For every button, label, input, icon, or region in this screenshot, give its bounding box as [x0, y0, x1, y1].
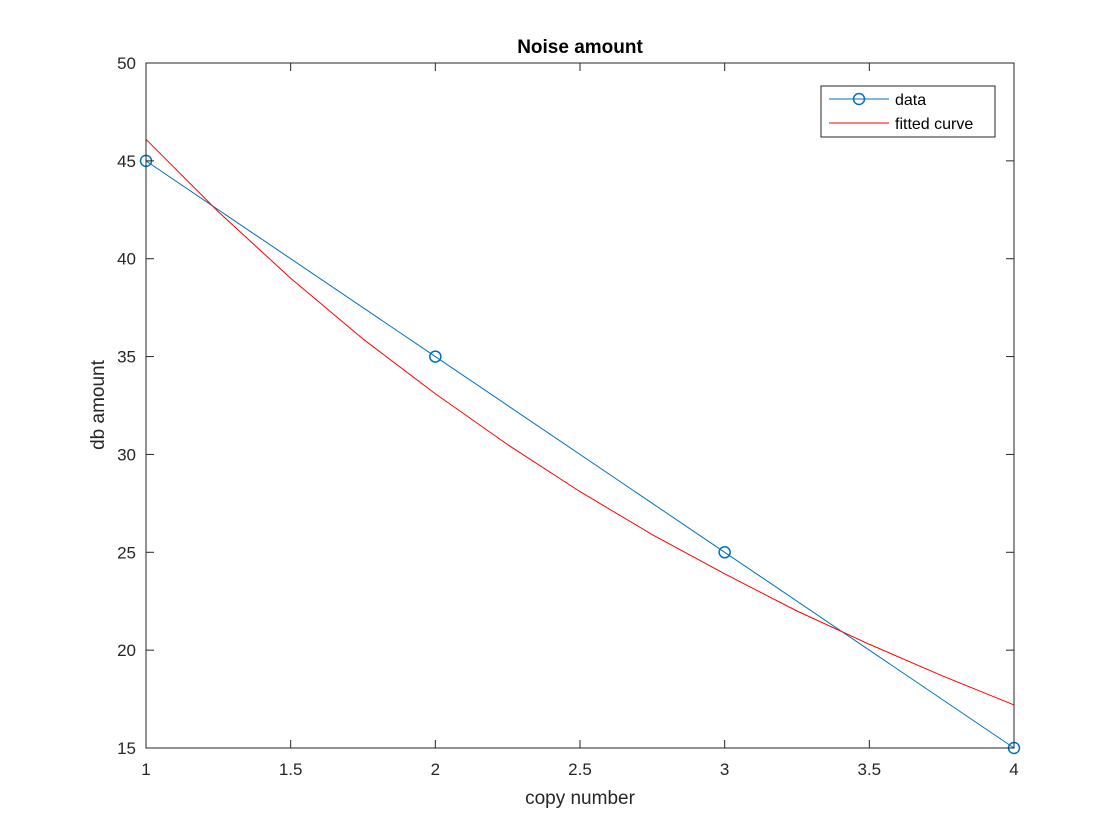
legend-marker-data: [852, 92, 866, 106]
legend-box: [820, 85, 996, 138]
x-axis-label: copy number: [525, 788, 636, 809]
y-tick-label: 30: [117, 445, 136, 464]
x-tick-label: 1.5: [279, 760, 303, 779]
x-tick-label: 1: [141, 760, 150, 779]
y-tick-label: 20: [117, 641, 136, 660]
series-line-fitted-curve: [145, 138, 1015, 706]
x-tick-label: 2: [431, 760, 440, 779]
legend: data fitted curve: [820, 85, 996, 138]
data-point-marker: [429, 350, 442, 363]
x-tick-label: 2.5: [568, 760, 592, 779]
plot-area: [146, 63, 1014, 748]
y-tick-label: 15: [117, 739, 136, 758]
y-tick-label: 35: [117, 348, 136, 367]
y-tick-label: 40: [117, 250, 136, 269]
x-tick-label: 3.5: [858, 760, 882, 779]
x-tick-label: 4: [1009, 760, 1018, 779]
data-point-marker: [718, 546, 731, 559]
legend-label-data: data: [895, 92, 926, 109]
y-axis-label: db amount: [88, 359, 109, 450]
legend-label-fitted-curve: fitted curve: [895, 116, 973, 133]
x-tick-label: 3: [720, 760, 729, 779]
chart-title: Noise amount: [517, 37, 643, 58]
tick-layer: 1 1.5 2 2.5 3 3.5 4 15 20 25 30 35 40 45 50: [117, 54, 1019, 779]
y-tick-label: 25: [117, 543, 136, 562]
series-line-data: [145, 160, 1015, 749]
y-tick-label: 50: [117, 54, 136, 73]
y-tick-label: 45: [117, 152, 136, 171]
